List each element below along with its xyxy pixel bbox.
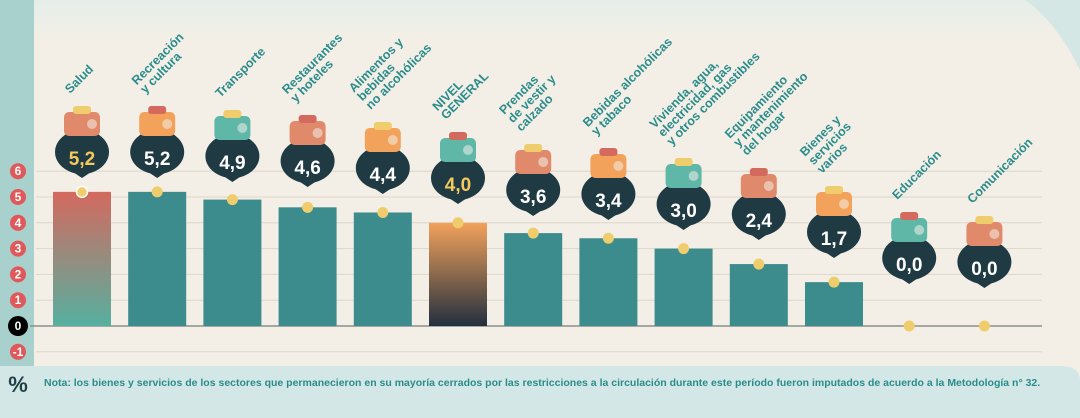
value-badge: 2,4 [731,192,786,240]
value-label: 0,0 [896,255,922,276]
value-label: 3,6 [520,187,546,208]
unit-label: % [8,372,28,397]
y-tick-badge [10,189,26,205]
first-aid-kit-icon [64,106,100,136]
y-tick-label: 0 [15,319,22,333]
bar [729,264,788,326]
value-badge: 4,0 [431,156,485,204]
y-tick-badge [10,292,26,309]
value-label: 4,9 [219,153,245,174]
bar [579,238,638,326]
value-dot [903,320,915,332]
lightbulb-icon [665,158,702,188]
value-label: 1,7 [821,229,847,250]
value-dot [828,276,840,288]
bar [429,222,487,326]
value-dot [527,227,539,239]
bar [278,207,337,326]
value-label: 4,4 [370,165,397,186]
value-badge: 3,6 [506,168,561,216]
y-tick-badge [10,343,26,360]
value-badge: 4,4 [355,146,410,194]
book-icon [891,212,928,242]
bar [203,199,262,326]
y-tick-label: 1 [15,293,22,307]
y-tick-badge [10,214,26,231]
value-dot [75,185,89,199]
bar [353,212,412,326]
car-icon [214,110,251,140]
theater-mask-icon [139,106,176,136]
value-badge: 4,6 [280,139,335,187]
value-badge: 4,9 [205,134,260,182]
y-tick-badge [10,240,26,257]
value-label: 3,0 [670,201,696,222]
y-tick-badge [8,316,28,336]
value-dot [678,243,690,255]
y-tick-badge [10,266,26,283]
footer-band [0,366,1080,418]
value-label: 4,0 [445,175,471,196]
y-tick-label: 6 [15,164,22,178]
value-dot [602,232,614,244]
chef-icon [289,115,326,145]
value-dot [226,194,238,206]
value-label: 2,4 [746,211,773,232]
y-tick-badge [10,163,26,180]
bar [128,191,187,326]
shopping-basket-icon [440,132,476,162]
bar [805,282,863,326]
value-dot [978,320,990,332]
value-label: 5,2 [69,149,95,170]
bar [53,191,111,326]
value-label: 5,2 [144,149,170,170]
value-badge: 5,2 [55,130,109,178]
value-dot [753,258,765,270]
roast-chicken-icon [364,122,401,152]
y-tick-label: -1 [13,345,24,359]
y-axis-ticks: -1 0 1 2 3 4 5 6 [8,163,28,360]
y-tick-label: 3 [15,242,22,256]
y-tick-label: 2 [15,267,22,281]
washing-machine-icon [740,168,777,198]
value-label: 0,0 [971,259,997,280]
value-badge: 3,0 [656,182,711,230]
value-dot [151,186,163,198]
value-badge: 0,0 [957,240,1012,288]
bar [504,233,563,326]
t-shirt-icon [515,144,552,174]
bottle-icon [590,148,627,178]
value-badge: 0,0 [882,236,937,284]
corner-decoration [1025,0,1080,70]
value-dot [302,201,314,213]
footnote: Nota: los bienes y servicios de los sect… [44,377,1041,389]
value-label: 4,6 [294,158,320,179]
value-label: 3,4 [595,191,622,212]
value-badge: 3,4 [581,172,636,220]
value-dot [377,206,389,218]
value-badge: 5,2 [130,130,185,178]
scissors-icon [816,186,852,216]
header-band [34,0,1080,40]
mobile-phone-icon [966,216,1003,246]
value-dot [452,217,464,229]
y-tick-label: 4 [15,216,22,230]
y-tick-label: 5 [15,190,22,204]
bar [654,248,713,326]
value-badge: 1,7 [807,210,861,258]
